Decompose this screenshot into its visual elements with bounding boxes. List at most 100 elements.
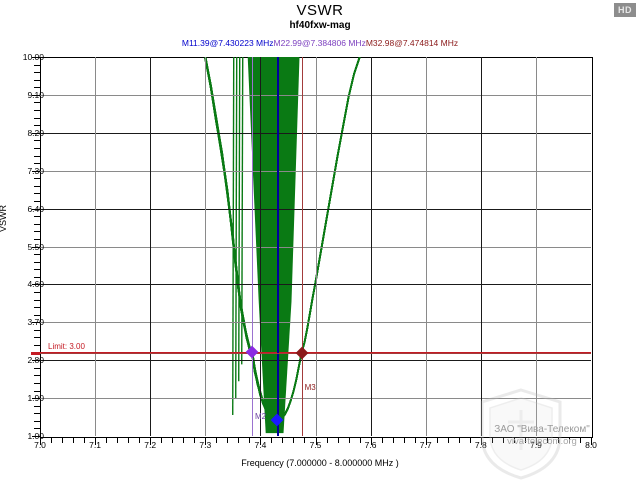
y-tick-minor xyxy=(34,421,40,422)
x-tick-minor xyxy=(349,438,350,443)
y-tick-minor xyxy=(34,391,40,392)
y-tick-minor xyxy=(34,406,40,407)
y-tick-minor xyxy=(34,193,40,194)
marker-m1-value: 1.39 xyxy=(193,38,210,48)
gridline-vertical xyxy=(426,57,427,436)
x-tick-minor xyxy=(139,438,140,443)
y-tick-minor xyxy=(34,87,40,88)
x-tick-label: 7.2 xyxy=(144,440,157,450)
x-tick-major xyxy=(150,438,151,445)
y-tick-label: 5.50 xyxy=(4,242,44,252)
gridline-vertical xyxy=(481,57,482,436)
x-tick-minor xyxy=(569,438,570,443)
gridline-horizontal xyxy=(40,133,591,134)
y-tick-minor xyxy=(34,337,40,338)
x-tick-minor xyxy=(183,438,184,443)
trace-sweep-edge xyxy=(238,57,241,382)
y-tick-minor xyxy=(34,231,40,232)
marker-m2-at: @ xyxy=(301,38,311,48)
y-tick-minor xyxy=(34,186,40,187)
x-tick-major xyxy=(481,438,482,445)
x-tick-label: 7.7 xyxy=(419,440,432,450)
x-tick-minor xyxy=(117,438,118,443)
marker-m2-vline xyxy=(252,57,253,436)
x-tick-minor xyxy=(51,438,52,443)
y-tick-label: 9.10 xyxy=(27,89,44,100)
marker-m2-freq: 7.384806 MHz xyxy=(310,38,366,48)
x-tick-minor xyxy=(194,438,195,443)
x-tick-major xyxy=(536,438,537,445)
gridline-vertical xyxy=(205,57,206,436)
marker-m1-readout: M11.39@7.430223 MHz xyxy=(182,38,274,48)
x-tick-major xyxy=(260,438,261,445)
y-tick-minor xyxy=(34,292,40,293)
marker-m3-freq: 7.474814 MHz xyxy=(402,38,459,48)
marker-m3-readout: M32.98@7.474814 MHz xyxy=(366,38,458,48)
y-tick-major xyxy=(32,247,40,248)
gridline-horizontal xyxy=(40,322,591,323)
x-tick-minor xyxy=(238,438,239,443)
y-tick-minor xyxy=(34,156,40,157)
y-tick-major xyxy=(32,95,40,96)
gridline-vertical xyxy=(260,57,261,436)
marker-m3-tag: M3 xyxy=(304,382,316,392)
y-tick-label: 6.40 xyxy=(4,204,44,214)
marker-m1-label: M1 xyxy=(181,38,194,48)
y-tick-major xyxy=(32,57,40,58)
y-tick-minor xyxy=(34,148,40,149)
y-tick-minor xyxy=(34,140,40,141)
x-tick-minor xyxy=(62,438,63,443)
y-tick-minor xyxy=(34,216,40,217)
y-tick-minor xyxy=(34,307,40,308)
y-tick-minor xyxy=(34,201,40,202)
x-tick-label: 8.0 xyxy=(585,440,597,450)
gridline-vertical xyxy=(371,57,372,436)
y-tick-minor xyxy=(34,118,40,119)
x-tick-minor xyxy=(503,438,504,443)
x-tick-minor xyxy=(382,438,383,443)
page-title: VSWR xyxy=(296,2,344,19)
marker-m3-label: M3 xyxy=(365,38,378,48)
x-tick-major xyxy=(591,438,592,445)
gridline-horizontal xyxy=(40,209,591,210)
y-tick-major xyxy=(32,284,40,285)
x-tick-minor xyxy=(404,438,405,443)
x-axis-title: Frequency (7.000000 - 8.000000 MHz ) xyxy=(241,458,399,468)
trace-sweep-edge xyxy=(241,57,244,365)
gridline-vertical xyxy=(536,57,537,436)
y-tick-minor xyxy=(34,345,40,346)
x-tick-minor xyxy=(360,438,361,443)
y-tick-minor xyxy=(34,80,40,81)
x-tick-label: 7.9 xyxy=(529,440,542,450)
x-tick-major xyxy=(205,438,206,445)
x-tick-minor xyxy=(470,438,471,443)
x-tick-minor xyxy=(492,438,493,443)
x-tick-label: 7.4 xyxy=(254,440,267,450)
marker-m2-value: 2.99 xyxy=(285,38,302,48)
x-tick-minor xyxy=(271,438,272,443)
y-tick-minor xyxy=(34,163,40,164)
y-tick-major xyxy=(32,209,40,210)
x-tick-minor xyxy=(282,438,283,443)
x-tick-minor xyxy=(161,438,162,443)
marker-m3-at: @ xyxy=(394,38,403,48)
x-tick-minor xyxy=(547,438,548,443)
marker-m1-at: @ xyxy=(209,38,219,48)
x-tick-minor xyxy=(437,438,438,443)
gridline-vertical xyxy=(316,57,317,436)
x-tick-minor xyxy=(415,438,416,443)
y-tick-major xyxy=(32,133,40,134)
x-tick-minor xyxy=(393,438,394,443)
y-tick-minor xyxy=(34,72,40,73)
x-tick-major xyxy=(426,438,427,445)
x-tick-minor xyxy=(128,438,129,443)
x-tick-major xyxy=(95,438,96,445)
y-tick-label: 8.20 xyxy=(27,127,44,138)
x-tick-minor xyxy=(327,438,328,443)
y-tick-minor xyxy=(34,269,40,270)
y-tick-minor xyxy=(34,315,40,316)
y-tick-minor xyxy=(34,254,40,255)
plot-area: M2 M3 xyxy=(40,57,593,438)
marker-level-hline xyxy=(40,353,591,354)
